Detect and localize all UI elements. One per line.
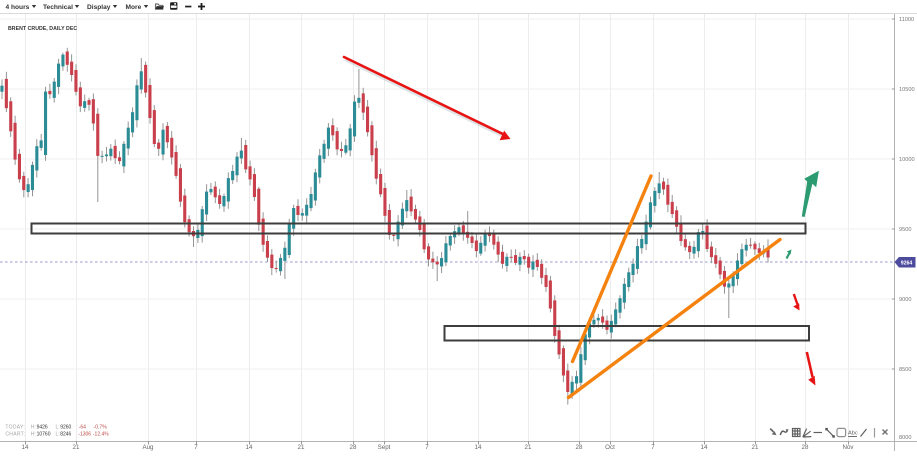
svg-text:-64: -64 [79,425,86,431]
svg-text:7: 7 [651,444,655,451]
svg-text:10500: 10500 [899,87,915,93]
svg-text:L:: L: [56,431,60,437]
svg-text:28: 28 [576,444,583,451]
svg-text:14: 14 [701,444,708,451]
svg-text:H:: H: [31,431,36,437]
svg-text:Oct: Oct [605,444,615,451]
svg-text:21: 21 [73,444,80,451]
svg-text:Abc: Abc [848,431,858,437]
svg-text:Display: Display [87,4,111,11]
svg-text:9500: 9500 [899,227,911,233]
svg-text:BRENT CRUDE, DAILY DEC: BRENT CRUDE, DAILY DEC [8,26,77,32]
svg-text:Technical: Technical [43,4,73,11]
svg-text:Sept: Sept [378,444,391,451]
svg-text:28: 28 [802,444,809,451]
svg-text:14: 14 [246,444,253,451]
svg-text:8000: 8000 [899,435,911,441]
svg-text:21: 21 [525,444,532,451]
svg-text:-1306: -1306 [78,431,91,437]
svg-text:14: 14 [22,444,29,451]
svg-text:7: 7 [425,444,429,451]
svg-text:Nov: Nov [842,444,854,451]
svg-text:CHART:: CHART: [5,431,25,437]
svg-text:28: 28 [350,444,357,451]
svg-text:9000: 9000 [899,297,911,303]
svg-text:7: 7 [194,444,198,451]
svg-text:L:: L: [56,425,60,431]
svg-text:21: 21 [752,444,759,451]
svg-text:21: 21 [298,444,305,451]
svg-text:9260: 9260 [60,425,71,431]
svg-text:More: More [126,4,142,11]
svg-text:14: 14 [475,444,482,451]
svg-text:9426: 9426 [37,425,48,431]
svg-text:8246: 8246 [60,431,71,437]
svg-text:TODAY:: TODAY: [5,425,25,431]
svg-text:8500: 8500 [899,367,911,373]
svg-text:10000: 10000 [899,157,915,163]
svg-text:4 hours: 4 hours [6,4,30,11]
svg-text:11000: 11000 [899,17,914,23]
svg-text:-12.4%: -12.4% [93,431,109,437]
svg-text:10760: 10760 [37,431,51,437]
svg-text:Aug: Aug [142,444,154,451]
svg-text:-0.7%: -0.7% [94,425,108,431]
svg-text:H:: H: [31,425,36,431]
svg-text:9264: 9264 [901,260,913,266]
